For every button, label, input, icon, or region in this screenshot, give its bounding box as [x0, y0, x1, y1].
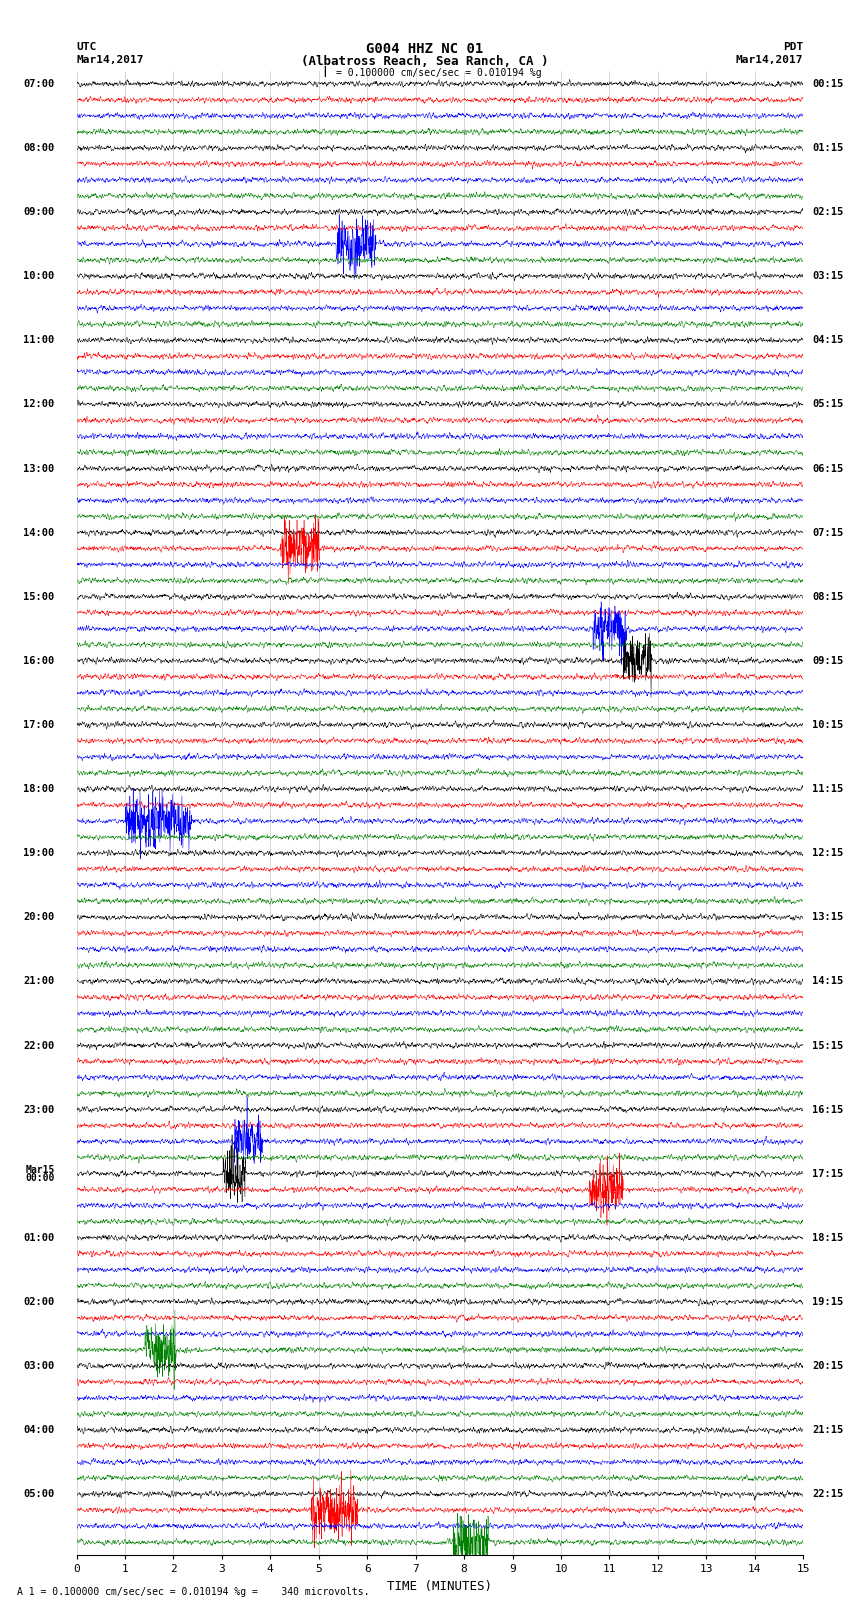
Text: 02:00: 02:00	[24, 1297, 54, 1307]
Text: 20:00: 20:00	[24, 913, 54, 923]
Text: 01:00: 01:00	[24, 1232, 54, 1244]
Text: 09:00: 09:00	[24, 206, 54, 218]
Text: 15:00: 15:00	[24, 592, 54, 602]
Text: Mar15: Mar15	[26, 1165, 54, 1174]
Text: 17:15: 17:15	[812, 1169, 843, 1179]
Text: 23:00: 23:00	[24, 1105, 54, 1115]
Text: UTC: UTC	[76, 42, 97, 52]
Text: 21:00: 21:00	[24, 976, 54, 987]
Text: G004 HHZ NC 01: G004 HHZ NC 01	[366, 42, 484, 56]
Text: 11:00: 11:00	[24, 336, 54, 345]
Text: A 1 = 0.100000 cm/sec/sec = 0.010194 %g =    340 microvolts.: A 1 = 0.100000 cm/sec/sec = 0.010194 %g …	[17, 1587, 370, 1597]
Text: Mar14,2017: Mar14,2017	[736, 55, 803, 65]
Text: 05:00: 05:00	[24, 1489, 54, 1498]
Text: 14:15: 14:15	[812, 976, 843, 987]
Text: 08:15: 08:15	[812, 592, 843, 602]
Text: 11:15: 11:15	[812, 784, 843, 794]
Text: 04:00: 04:00	[24, 1426, 54, 1436]
Text: 22:15: 22:15	[812, 1489, 843, 1498]
Text: 13:00: 13:00	[24, 463, 54, 474]
Text: 18:15: 18:15	[812, 1232, 843, 1244]
Text: |: |	[321, 66, 328, 77]
X-axis label: TIME (MINUTES): TIME (MINUTES)	[388, 1579, 492, 1592]
Text: = 0.100000 cm/sec/sec = 0.010194 %g: = 0.100000 cm/sec/sec = 0.010194 %g	[336, 68, 541, 77]
Text: 10:15: 10:15	[812, 719, 843, 731]
Text: 01:15: 01:15	[812, 144, 843, 153]
Text: Mar14,2017: Mar14,2017	[76, 55, 144, 65]
Text: 06:15: 06:15	[812, 463, 843, 474]
Text: 12:15: 12:15	[812, 848, 843, 858]
Text: 00:15: 00:15	[812, 79, 843, 89]
Text: 21:15: 21:15	[812, 1426, 843, 1436]
Text: 14:00: 14:00	[24, 527, 54, 537]
Text: 20:15: 20:15	[812, 1361, 843, 1371]
Text: 07:00: 07:00	[24, 79, 54, 89]
Text: 09:15: 09:15	[812, 656, 843, 666]
Text: 03:00: 03:00	[24, 1361, 54, 1371]
Text: 17:00: 17:00	[24, 719, 54, 731]
Text: 00:00: 00:00	[26, 1173, 54, 1182]
Text: 15:15: 15:15	[812, 1040, 843, 1050]
Text: (Albatross Reach, Sea Ranch, CA ): (Albatross Reach, Sea Ranch, CA )	[301, 55, 549, 68]
Text: 16:15: 16:15	[812, 1105, 843, 1115]
Text: 05:15: 05:15	[812, 400, 843, 410]
Text: 18:00: 18:00	[24, 784, 54, 794]
Text: PDT: PDT	[783, 42, 803, 52]
Text: 16:00: 16:00	[24, 656, 54, 666]
Text: 07:15: 07:15	[812, 527, 843, 537]
Text: 13:15: 13:15	[812, 913, 843, 923]
Text: 22:00: 22:00	[24, 1040, 54, 1050]
Text: 08:00: 08:00	[24, 144, 54, 153]
Text: 19:00: 19:00	[24, 848, 54, 858]
Text: 10:00: 10:00	[24, 271, 54, 281]
Text: 04:15: 04:15	[812, 336, 843, 345]
Text: 12:00: 12:00	[24, 400, 54, 410]
Text: 03:15: 03:15	[812, 271, 843, 281]
Text: 19:15: 19:15	[812, 1297, 843, 1307]
Text: 02:15: 02:15	[812, 206, 843, 218]
